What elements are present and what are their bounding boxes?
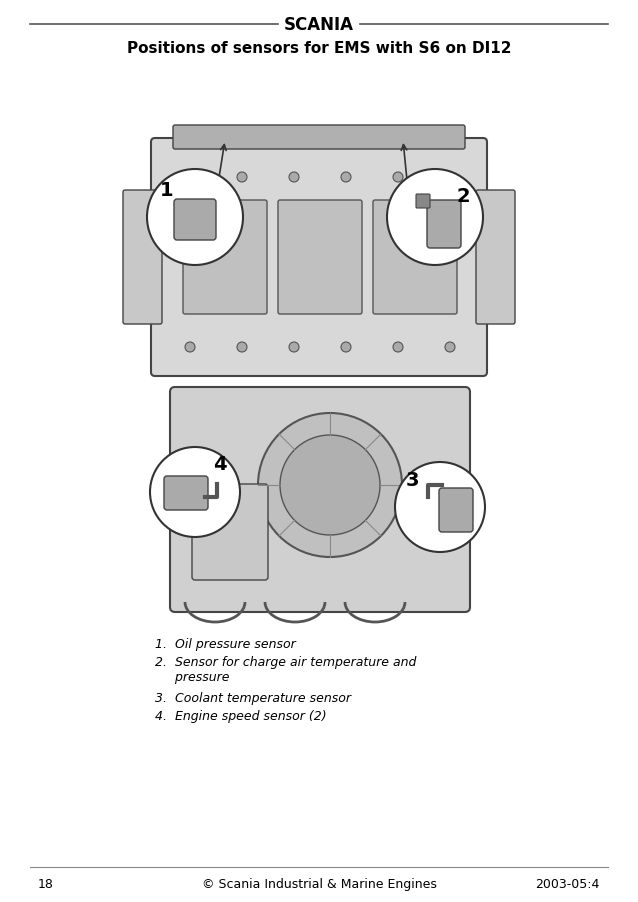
Circle shape	[393, 173, 403, 183]
Text: 3.  Coolant temperature sensor: 3. Coolant temperature sensor	[155, 691, 351, 704]
Circle shape	[237, 343, 247, 353]
Circle shape	[393, 343, 403, 353]
Text: 1: 1	[160, 180, 174, 199]
FancyBboxPatch shape	[192, 484, 268, 580]
Text: 1.  Oil pressure sensor: 1. Oil pressure sensor	[155, 638, 296, 650]
FancyBboxPatch shape	[173, 126, 465, 150]
Text: 4: 4	[213, 455, 227, 474]
FancyBboxPatch shape	[170, 388, 470, 612]
Circle shape	[237, 173, 247, 183]
Text: 2: 2	[456, 187, 470, 206]
Text: 3: 3	[405, 470, 419, 489]
FancyBboxPatch shape	[123, 191, 162, 325]
FancyBboxPatch shape	[439, 489, 473, 532]
FancyBboxPatch shape	[183, 201, 267, 315]
Circle shape	[185, 343, 195, 353]
Circle shape	[387, 170, 483, 266]
Text: Positions of sensors for EMS with S6 on DI12: Positions of sensors for EMS with S6 on …	[127, 41, 511, 55]
Circle shape	[280, 436, 380, 536]
Circle shape	[445, 343, 455, 353]
FancyBboxPatch shape	[278, 201, 362, 315]
Text: 18: 18	[38, 878, 54, 890]
Text: 4.  Engine speed sensor (2): 4. Engine speed sensor (2)	[155, 709, 327, 723]
Text: 2003-05:4: 2003-05:4	[536, 878, 600, 890]
Circle shape	[341, 173, 351, 183]
FancyBboxPatch shape	[164, 476, 208, 511]
FancyBboxPatch shape	[373, 201, 457, 315]
Circle shape	[395, 463, 485, 552]
Text: 2.  Sensor for charge air temperature and
     pressure: 2. Sensor for charge air temperature and…	[155, 655, 417, 683]
FancyBboxPatch shape	[427, 201, 461, 249]
Circle shape	[341, 343, 351, 353]
FancyBboxPatch shape	[416, 195, 430, 208]
Circle shape	[150, 447, 240, 538]
Circle shape	[445, 173, 455, 183]
FancyBboxPatch shape	[174, 199, 216, 241]
FancyBboxPatch shape	[151, 139, 487, 376]
Circle shape	[258, 413, 402, 557]
Circle shape	[185, 173, 195, 183]
Circle shape	[289, 343, 299, 353]
Circle shape	[289, 173, 299, 183]
Text: © Scania Industrial & Marine Engines: © Scania Industrial & Marine Engines	[202, 878, 436, 890]
FancyBboxPatch shape	[476, 191, 515, 325]
Text: SCANIA: SCANIA	[284, 16, 354, 34]
Circle shape	[147, 170, 243, 266]
